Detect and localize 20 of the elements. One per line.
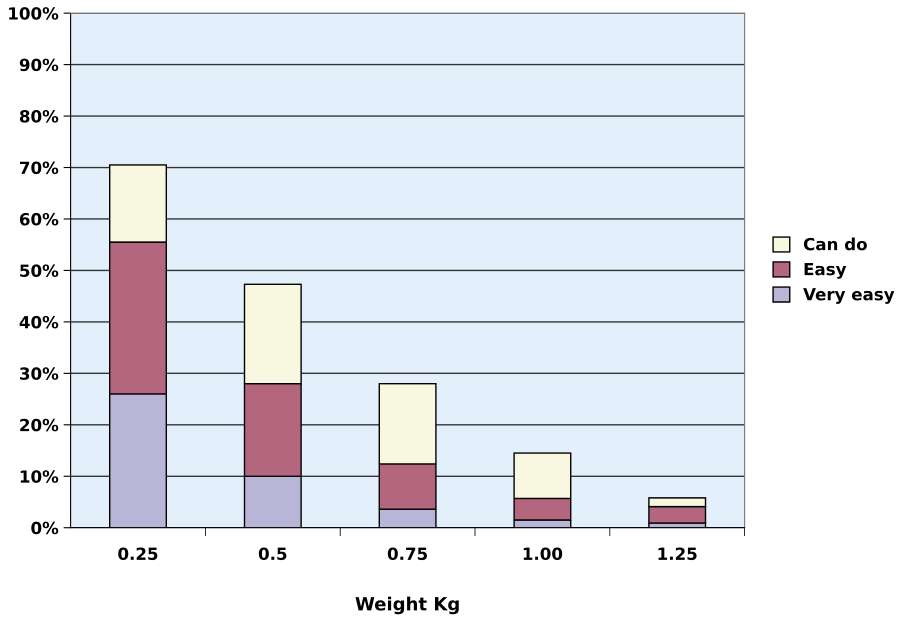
legend-label: Very easy bbox=[803, 288, 894, 304]
y-tick-label: 90% bbox=[20, 58, 58, 72]
y-tick-label: 70% bbox=[20, 161, 58, 174]
x-tick-label: 0.5 bbox=[258, 547, 286, 560]
legend-label: Can do bbox=[804, 238, 867, 250]
y-tick-label: 20% bbox=[20, 418, 58, 432]
x-tick-label: 0.25 bbox=[118, 547, 158, 560]
y-tick-label: 100% bbox=[9, 7, 58, 20]
legend-label: Easy bbox=[804, 263, 846, 279]
y-tick-label: 50% bbox=[20, 264, 58, 277]
x-axis-title: Weight Kg bbox=[355, 596, 459, 614]
x-tick-label: 0.75 bbox=[388, 547, 428, 560]
y-tick-label: 80% bbox=[20, 110, 58, 123]
y-tick-label: 30% bbox=[20, 367, 58, 380]
x-tick-label: 1.00 bbox=[524, 547, 562, 560]
y-tick-label: 0% bbox=[31, 522, 58, 534]
y-tick-label: 40% bbox=[20, 316, 58, 328]
x-tick-label: 1.25 bbox=[658, 547, 697, 560]
y-tick-label: 60% bbox=[20, 212, 58, 226]
y-tick-label: 10% bbox=[20, 470, 58, 483]
